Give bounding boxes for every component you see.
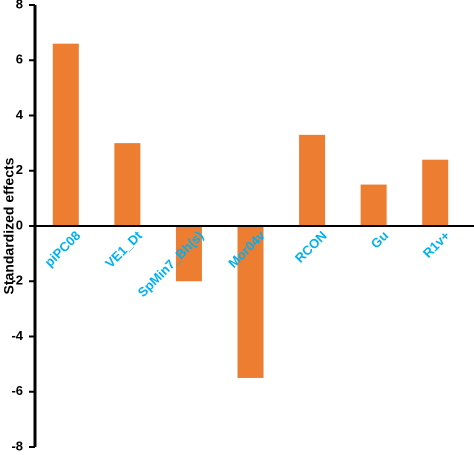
- y-tick-label: 0: [16, 217, 23, 232]
- bar: [299, 134, 326, 226]
- y-tick-label: 4: [16, 107, 24, 122]
- x-tick-label: Gu: [368, 228, 391, 251]
- y-tick-label: -6: [11, 383, 23, 398]
- x-tick-label: piPC08: [42, 228, 84, 270]
- x-tick-label: R1v+: [420, 228, 453, 261]
- y-axis-label: Standardized effects: [1, 157, 17, 294]
- y-tick-label: -4: [11, 328, 23, 343]
- bar: [360, 184, 387, 226]
- x-tick-label: VE1_Dt: [102, 227, 145, 270]
- y-tick-label: -8: [11, 438, 23, 453]
- y-tick-label: 6: [16, 52, 23, 67]
- bar: [175, 226, 202, 282]
- x-tick-label: RCON: [292, 228, 330, 266]
- y-tick-label: 8: [16, 0, 23, 11]
- y-tick-label: -2: [11, 273, 23, 288]
- y-tick-label: 2: [16, 162, 23, 177]
- bar: [52, 43, 79, 226]
- bar: [237, 226, 264, 378]
- bar: [422, 159, 449, 226]
- bar: [114, 143, 141, 226]
